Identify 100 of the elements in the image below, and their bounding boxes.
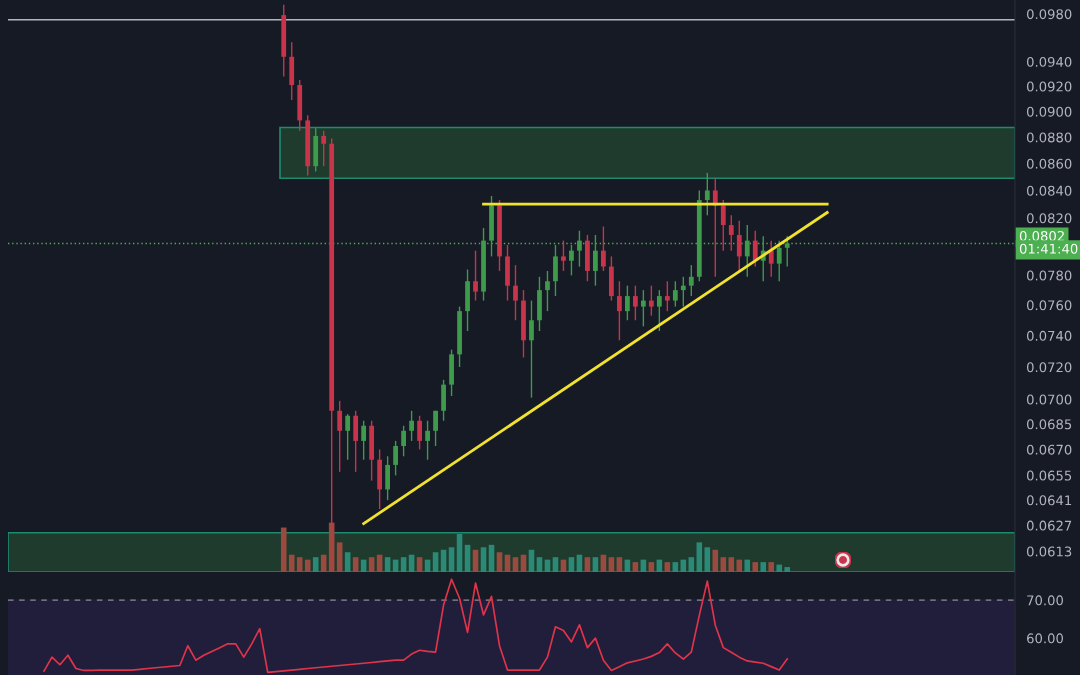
bar — [776, 564, 783, 572]
y-tick-label: 0.0740 — [1026, 330, 1072, 341]
candlestick — [321, 130, 327, 167]
bar — [760, 562, 767, 572]
y-tick-label: 0.0920 — [1026, 81, 1072, 92]
bar — [664, 562, 671, 572]
y-tick-label: 0.0880 — [1026, 132, 1072, 143]
candlestick — [632, 284, 638, 321]
bar — [368, 557, 375, 572]
bar — [744, 559, 751, 572]
bar — [536, 557, 543, 572]
y-tick-label: 60.00 — [1027, 633, 1064, 644]
bar — [752, 562, 759, 572]
bar — [312, 557, 319, 572]
bar — [352, 557, 359, 572]
bar — [608, 557, 615, 572]
candlestick — [393, 440, 399, 477]
candlestick — [736, 220, 742, 272]
bar — [648, 562, 655, 572]
text: 01:41:40 — [1019, 243, 1078, 254]
candlestick — [728, 214, 734, 252]
candlestick — [617, 280, 622, 341]
bar — [496, 552, 503, 572]
bar — [688, 557, 695, 572]
candlestick — [545, 270, 550, 312]
y-tick-label: 0.0940 — [1026, 56, 1072, 67]
candlestick — [688, 264, 694, 297]
candlestick — [593, 234, 598, 287]
candlestick — [417, 415, 422, 451]
candlestick — [712, 177, 718, 278]
y-tick-label: 0.0700 — [1026, 394, 1072, 405]
bar — [632, 562, 639, 572]
bar — [432, 552, 439, 572]
candlestick — [704, 172, 710, 216]
candlestick — [601, 225, 606, 272]
candlestick — [401, 425, 406, 457]
candlestick — [648, 284, 654, 317]
candlestick — [640, 289, 646, 328]
bar — [296, 557, 303, 572]
candlestick — [361, 420, 367, 461]
bar — [288, 554, 295, 572]
candlestick — [680, 276, 686, 308]
candlestick — [345, 413, 351, 461]
y-tick-label: 0.0670 — [1026, 444, 1072, 455]
candlestick — [720, 199, 726, 252]
y-tick-label: 0.0980 — [1026, 9, 1072, 20]
bar — [672, 562, 679, 572]
bar — [616, 557, 623, 572]
y-tick-label: 0.0641 — [1026, 495, 1072, 506]
bar — [728, 557, 735, 572]
candlestick — [672, 280, 678, 308]
bar — [280, 527, 287, 572]
ref-line-label: 0.0802 — [1019, 230, 1064, 241]
candlestick — [569, 244, 574, 277]
y-tick-label: 0.0627 — [1026, 520, 1072, 531]
bar — [344, 552, 351, 572]
line-series — [43, 578, 789, 674]
candlestick — [664, 280, 670, 312]
y-tick-label: 0.0860 — [1026, 158, 1072, 169]
y-tick-label: 70.00 — [1027, 595, 1064, 606]
bar — [592, 557, 599, 572]
candlestick — [513, 264, 518, 321]
bar — [768, 562, 775, 572]
bar — [480, 547, 487, 572]
candlestick — [656, 289, 662, 332]
candlestick — [776, 239, 782, 282]
candlestick — [768, 239, 774, 278]
bar — [584, 557, 591, 572]
candlestick — [409, 410, 414, 442]
candlestick — [561, 239, 566, 272]
candlestick — [752, 230, 758, 268]
bar — [784, 567, 791, 572]
candlestick — [337, 400, 343, 473]
bar — [568, 557, 575, 572]
y-tick-label: 0.0720 — [1026, 362, 1072, 373]
candlestick — [744, 224, 750, 278]
candlestick — [624, 284, 630, 321]
candlestick — [473, 249, 478, 302]
bar — [704, 547, 711, 572]
candlestick — [577, 230, 582, 268]
bar — [400, 557, 407, 572]
bar — [448, 547, 455, 572]
bar — [736, 559, 743, 572]
candlestick — [425, 420, 430, 461]
bar — [384, 557, 391, 572]
y-tick-label: 0.0685 — [1026, 419, 1072, 430]
bar — [512, 557, 519, 572]
y-tick-label: 0.0900 — [1026, 106, 1072, 117]
y-tick-label: 0.0780 — [1026, 270, 1072, 281]
y-tick-label: 0.0613 — [1026, 546, 1072, 557]
bar — [696, 542, 703, 572]
bar — [416, 557, 423, 572]
y-tick-label: 0.0820 — [1026, 213, 1072, 224]
y-tick-label: 0.0655 — [1026, 470, 1072, 481]
candlestick — [433, 410, 438, 447]
y-tick-label: 0.0840 — [1026, 185, 1072, 196]
candlestick — [529, 299, 534, 399]
bar — [336, 542, 343, 572]
candlestick — [784, 235, 790, 268]
y-tick-label: 0.0760 — [1026, 300, 1072, 311]
